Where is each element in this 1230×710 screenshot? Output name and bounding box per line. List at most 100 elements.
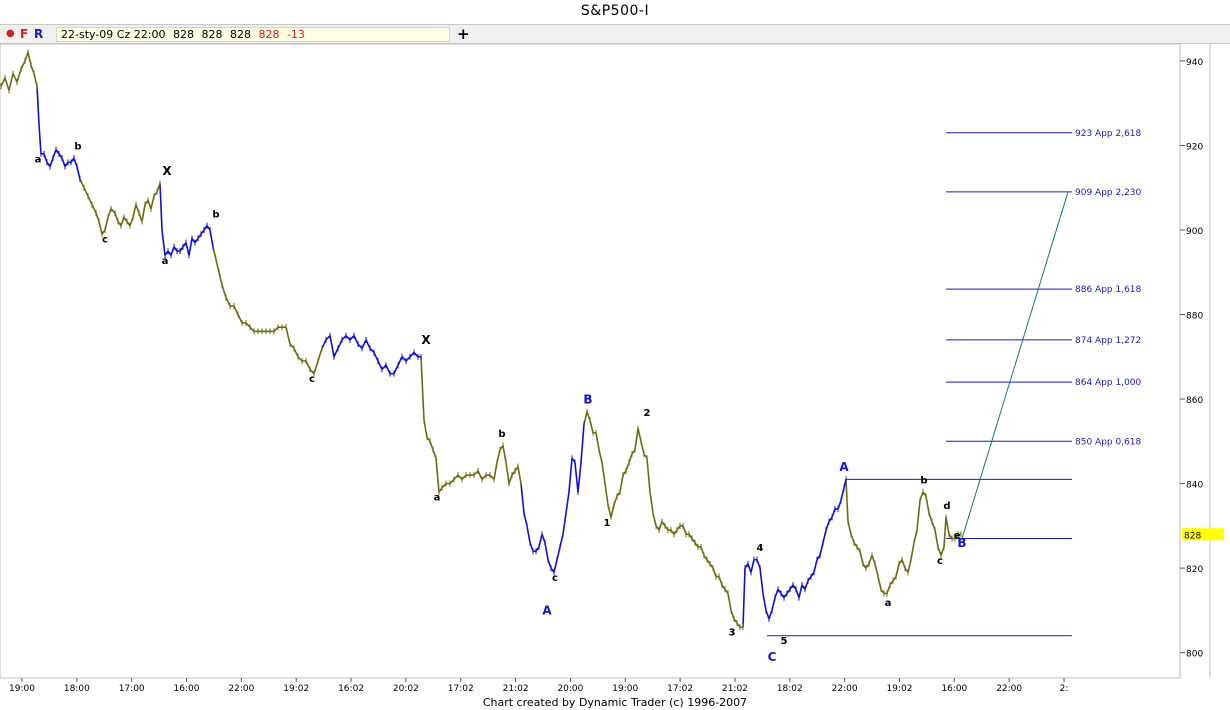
price-series-segment (87, 195, 93, 205)
y-tick-label: 840 (1186, 481, 1203, 491)
target-level-label: 923 App 2,618 (1075, 129, 1142, 139)
wave-label: X (162, 164, 172, 178)
price-series-segment (83, 187, 89, 197)
wave-label: b (498, 429, 505, 440)
price-series-segment (577, 462, 582, 493)
price-series-segment (337, 339, 343, 349)
target-level-label: 874 App 1,272 (1075, 336, 1141, 346)
wave-label: d (943, 501, 950, 512)
price-series-segment (574, 462, 579, 493)
price-series-segment (477, 470, 483, 480)
wave-label: A (542, 604, 552, 618)
price-series-segment (435, 458, 440, 493)
x-tick-label: 21:02 (722, 684, 748, 694)
last-price-tag (1182, 528, 1224, 541)
price-series-segment (580, 424, 585, 463)
price-series-segment (409, 351, 415, 358)
price-series-segment (393, 364, 399, 375)
price-series-segment (353, 335, 359, 345)
y-tick-label: 860 (1186, 396, 1203, 406)
y-tick-label: 820 (1186, 565, 1203, 575)
x-tick-label: 17:00 (119, 684, 145, 694)
price-series-segment (943, 517, 947, 548)
price-series-segment (413, 351, 419, 358)
price-series-segment (397, 356, 403, 366)
x-tick-label: 17:02 (667, 684, 693, 694)
price-series-segment (759, 568, 764, 594)
wave-label: c (309, 374, 315, 385)
price-series-segment (329, 335, 335, 357)
f-button[interactable]: F (20, 27, 29, 41)
target-level-label: 886 App 1,618 (1075, 285, 1142, 295)
price-series-segment (333, 347, 339, 358)
price-series-segment (8, 73, 14, 91)
title-bar: S&P500-I (0, 0, 1230, 25)
x-tick-label: 16:02 (338, 684, 364, 694)
wave-label: 1 (604, 518, 611, 529)
y-tick-label: 920 (1186, 142, 1203, 152)
wave-label: a (35, 154, 42, 165)
price-series-segment (441, 483, 447, 489)
price-series-segment (601, 462, 606, 484)
quote-low: 828 (229, 28, 251, 41)
price-series-segment (916, 500, 921, 531)
price-series-segment (473, 470, 479, 476)
wave-label: a (885, 598, 892, 609)
price-series-segment (377, 360, 383, 370)
r-button[interactable]: R (34, 27, 44, 41)
price-series-segment (225, 297, 231, 307)
price-series-segment (16, 69, 22, 83)
y-tick-label: 880 (1186, 312, 1203, 322)
price-series-segment (305, 360, 311, 370)
price-series-segment (249, 326, 255, 332)
quote-close: 828 (258, 28, 280, 41)
price-series-segment (481, 474, 487, 480)
x-tick-label: 20:02 (393, 684, 419, 694)
price-series-segment (449, 478, 455, 485)
target-level-label: 850 App 0,618 (1075, 437, 1142, 447)
record-dot-icon[interactable]: ● (6, 28, 15, 39)
price-series-segment (369, 347, 375, 354)
price-series-segment (233, 305, 239, 315)
wave-label: c (937, 556, 943, 567)
x-tick-label: 22:00 (228, 684, 254, 694)
price-series-segment (313, 360, 319, 374)
price-series-segment (381, 364, 387, 371)
price-series-segment (309, 368, 315, 375)
x-tick-label: 18:02 (777, 684, 803, 694)
price-series-segment (0, 77, 6, 87)
x-tick-label: 20:00 (557, 684, 583, 694)
projection-line (961, 191, 1069, 539)
price-series-segment (321, 339, 327, 349)
toolbar: ● F R 22-sty-09 Cz 22:00 828 828 828 828… (0, 25, 1230, 44)
price-series-segment (604, 483, 609, 505)
price-series-segment (845, 479, 849, 522)
add-plus-icon[interactable]: + (457, 25, 470, 43)
x-tick-label: 16:00 (941, 684, 967, 694)
wave-label: a (162, 256, 169, 267)
price-series-segment (345, 335, 351, 341)
price-series-segment (365, 339, 371, 349)
price-series-segment (289, 343, 295, 349)
price-series-segment (341, 335, 347, 341)
wave-label: c (552, 573, 558, 584)
quote-date: 22-sty-09 Cz 22:00 (61, 28, 166, 41)
wave-label: A (839, 460, 849, 474)
wave-label: 2 (644, 408, 651, 419)
x-tick-label: 21:02 (503, 684, 529, 694)
price-series-segment (568, 458, 573, 493)
price-series-segment (361, 339, 367, 349)
wave-label: X (421, 333, 431, 347)
price-series-segment (373, 352, 379, 362)
price-series-segment (565, 491, 570, 514)
wave-label: 5 (781, 636, 788, 647)
price-series-segment (385, 364, 391, 375)
x-tick-label: 19:02 (887, 684, 913, 694)
y-tick-label: 940 (1186, 58, 1203, 68)
price-series-segment (20, 60, 26, 70)
price-series-segment (420, 356, 425, 421)
wave-label: e (954, 531, 961, 542)
price-series-segment (405, 356, 411, 362)
price-series-segment (461, 474, 467, 480)
